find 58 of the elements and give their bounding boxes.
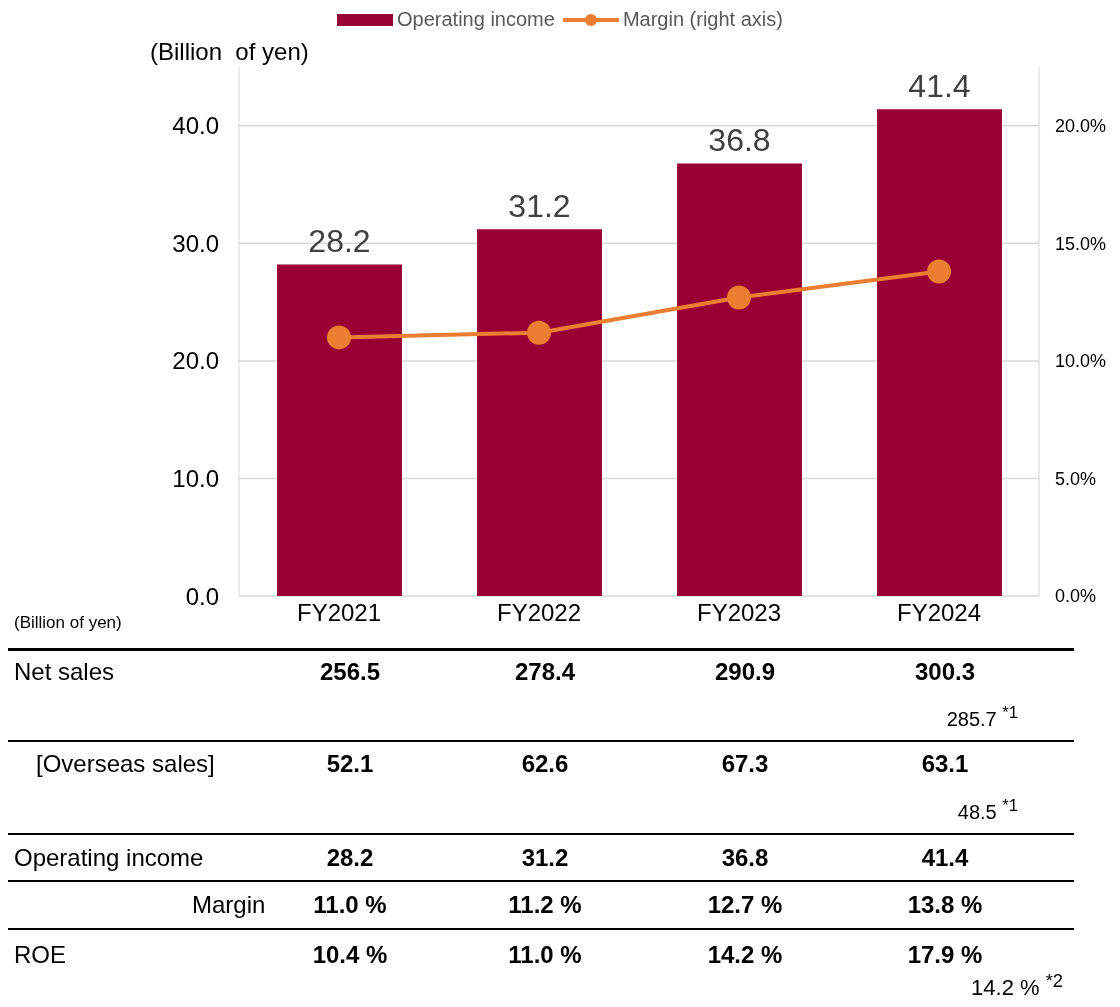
- text: 14.2 %: [707, 940, 783, 970]
- data-label: 31.2: [508, 188, 571, 225]
- bar: [277, 264, 402, 596]
- text: 278.4: [514, 657, 576, 687]
- data-label: 36.8: [708, 122, 771, 159]
- text: 11.2 %: [508, 890, 582, 920]
- y-tick-label: 40.0: [172, 112, 219, 140]
- text: 41.4: [921, 843, 969, 873]
- legend-label: Margin (right axis): [621, 8, 783, 31]
- point: [727, 285, 751, 310]
- y-tick-label: 20.0: [172, 347, 219, 375]
- text: 62.6: [521, 749, 569, 779]
- bar: [677, 163, 802, 596]
- point: [927, 259, 951, 284]
- y-axis-title: (Billion of yen): [150, 38, 309, 66]
- text: 10.4 %: [312, 940, 388, 970]
- x-tick-label: FY2022: [496, 599, 582, 627]
- text: 63.1: [921, 749, 969, 779]
- text: [Overseas sales]: [36, 749, 215, 779]
- text: 67.3: [721, 749, 769, 779]
- x-tick-label: FY2023: [696, 599, 782, 627]
- text: 14.2 % $^{*2}$: [971, 969, 1063, 1002]
- text: 12.7 %: [707, 890, 783, 920]
- y2-tick-label: 10.0%: [1055, 351, 1107, 372]
- text: 256.5: [319, 657, 381, 687]
- point: [327, 325, 351, 350]
- text: 28.2: [326, 843, 374, 873]
- x-tick-label: FY2024: [896, 599, 982, 627]
- y2-tick-label: 5.0%: [1055, 468, 1097, 489]
- text: 285.7 $^{*1}$: [946, 703, 1018, 731]
- text: Net sales: [14, 657, 115, 687]
- text: 36.8: [721, 843, 769, 873]
- x-tick-label: FY2021: [296, 599, 382, 627]
- text: ROE: [14, 940, 67, 970]
- point: [527, 320, 551, 345]
- text: 48.5 $^{*1}$: [957, 796, 1018, 824]
- y2-tick-label: 20.0%: [1055, 116, 1107, 137]
- text: Margin: [192, 890, 266, 920]
- y2-tick-label: 15.0%: [1055, 233, 1107, 254]
- data-label: 28.2: [308, 223, 371, 260]
- text: 17.9 %: [907, 940, 983, 970]
- legend-label: Operating income: [396, 8, 555, 31]
- y2-tick-label: 0.0%: [1055, 586, 1097, 607]
- text: 13.8 %: [907, 890, 983, 920]
- text: 290.9: [714, 657, 776, 687]
- text: 52.1: [326, 749, 374, 779]
- data-label: 41.4: [908, 68, 971, 105]
- bar: [477, 229, 602, 596]
- text: Operating income: [14, 843, 204, 873]
- text: 11.0 %: [508, 940, 582, 970]
- y-tick-label: 30.0: [172, 229, 219, 257]
- bar: [877, 109, 1002, 596]
- text: 11.0 %: [313, 890, 387, 920]
- y-tick-label: 10.0: [172, 464, 219, 492]
- text: 31.2: [521, 843, 569, 873]
- text: 300.3: [914, 657, 976, 687]
- text: (Billion of yen): [14, 612, 122, 634]
- y-tick-label: 0.0: [185, 582, 219, 610]
